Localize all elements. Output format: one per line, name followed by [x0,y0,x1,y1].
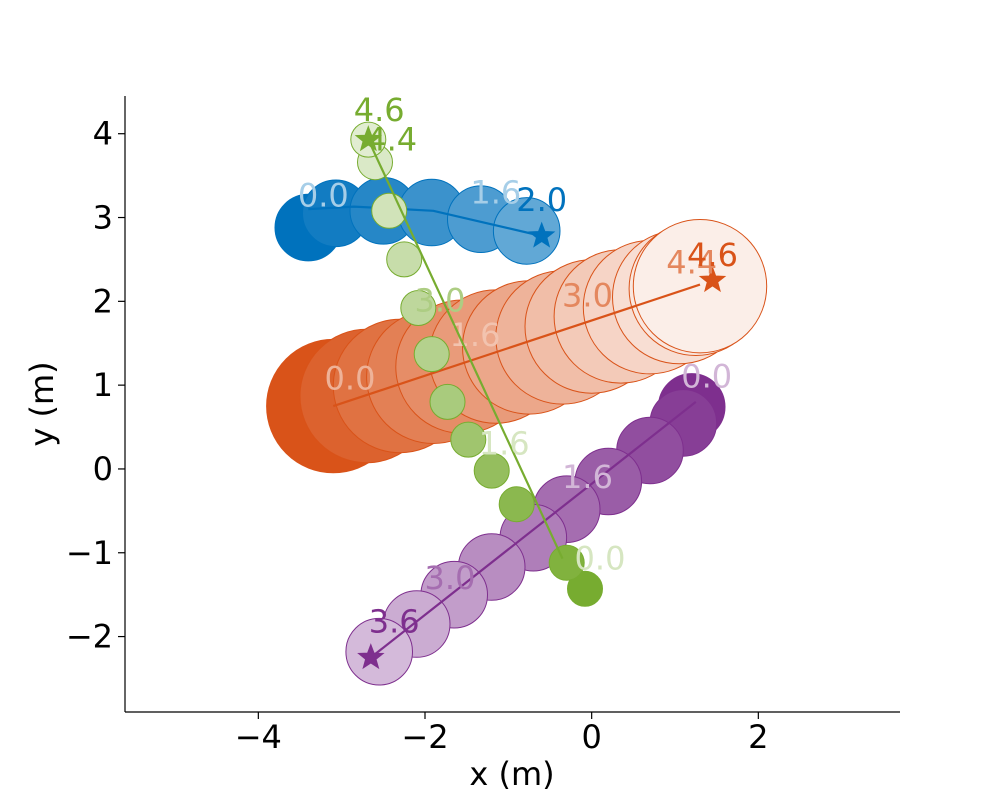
series-0-end-star-icon [527,221,556,248]
series-1-time-label: 0.0 [325,359,376,397]
series-3-point [413,336,450,373]
series-3-time-label: 0.0 [575,540,626,578]
series-3-time-label: 1.6 [479,425,530,463]
series-3-point [450,421,487,458]
series-0-time-label: 1.6 [470,173,521,211]
y-axis-label: y (m) [23,361,61,446]
y-tick-label: −2 [66,618,113,656]
series-0-time-label: 0.0 [298,177,349,215]
series-0-point [492,197,561,265]
series-3: 0.01.63.04.44.6 [350,91,626,607]
series-3-point [548,544,585,581]
series-1-trajectory-line [332,283,701,408]
series-3-point [386,241,423,278]
series-2-trajectory-line [370,401,697,659]
series-1: 0.01.63.04.44.6 [266,219,768,474]
series-2: 0.0 1.6 3.03.6 [345,358,732,686]
series-0: 0.0 1.62.0 [274,173,567,265]
series-3-point [473,452,510,489]
y-tick-label: 1 [93,366,113,404]
series-1-time-label: 4.6 [687,236,738,274]
ticks: −4 −2 0 2 −2 −1 0 1 2 3 4 [66,115,769,756]
y-tick-label: 4 [93,115,113,153]
y-tick-label: 2 [93,282,113,320]
series-3-end-star-icon [354,125,383,152]
series-3-point [400,290,437,326]
series-1-time-label: 3.0 [562,276,613,314]
series-2-time-label: 3.6 [369,602,420,640]
x-tick-label: 2 [748,718,768,756]
series-3-time-label: 4.6 [354,91,405,129]
y-tick-label: −1 [66,534,113,572]
series-1-point [632,219,768,354]
series-3-point [429,383,466,420]
x-tick-label: −2 [401,718,448,756]
series-1-time-label: 1.6 [450,316,501,354]
series-0-time-label: 2.0 [516,181,567,219]
y-tick-label: 0 [93,450,113,488]
series-2-time-label: 3.0 [425,559,476,597]
y-tick-label: 3 [93,199,113,237]
series-3-point [567,570,603,607]
series-2-end-star-icon [357,643,385,670]
series-2-time-label: 0.0 [681,358,732,396]
series-3-time-label: 3.0 [415,281,466,319]
series-3-point [498,486,535,523]
axes [124,96,900,713]
series-3-time-label: 4.4 [366,121,417,159]
series-2-time-label: 1.6 [562,458,613,496]
series-1-end-star-icon [698,265,727,293]
series-1-time-label: 4.4 [666,244,717,282]
series-3-trajectory-line [365,135,564,560]
x-tick-label: 0 [581,718,601,756]
x-tick-label: −4 [235,718,282,756]
x-axis-label: x (m) [469,755,554,793]
plot-area: 0.0 1.62.00.01.63.04.44.60.01.63.03.60.01… [266,91,768,686]
